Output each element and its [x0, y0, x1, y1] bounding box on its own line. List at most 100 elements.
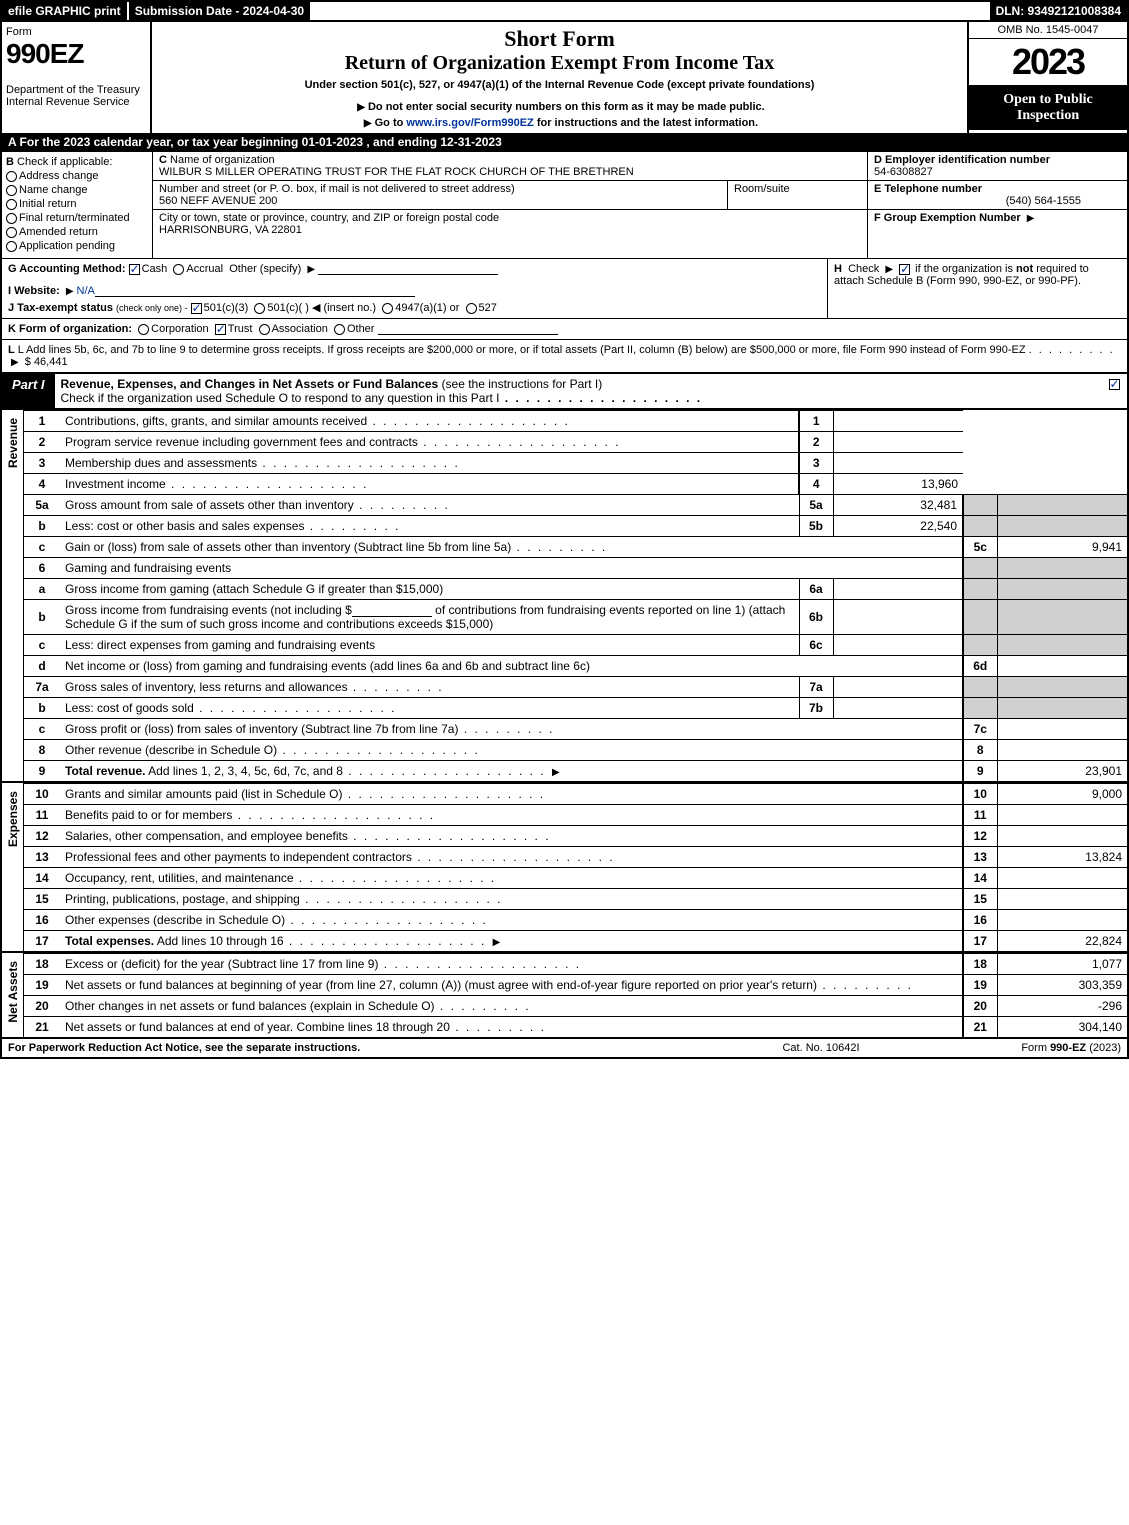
- irs-link[interactable]: www.irs.gov/Form990EZ: [406, 117, 533, 129]
- b-right: D Employer identification number 54-6308…: [867, 152, 1127, 258]
- part1-label: Part I: [2, 374, 55, 408]
- line-6a: aGross income from gaming (attach Schedu…: [24, 579, 1127, 600]
- d-ein-label: D Employer identification number: [874, 154, 1050, 166]
- footer-paperwork: For Paperwork Reduction Act Notice, see …: [8, 1042, 721, 1054]
- 501c3-label: 501(c)(3): [204, 302, 249, 314]
- line-18: 18Excess or (deficit) for the year (Subt…: [24, 954, 1127, 975]
- ein-cell: D Employer identification number 54-6308…: [868, 152, 1127, 181]
- org-name-value: WILBUR S MILLER OPERATING TRUST FOR THE …: [159, 166, 634, 178]
- row-l: L L Add lines 5b, 6c, and 7b to line 9 t…: [2, 339, 1127, 372]
- chk-accrual[interactable]: [173, 264, 184, 275]
- chk-501c3[interactable]: [191, 303, 202, 314]
- header-left: Form 990EZ Department of the Treasury In…: [2, 22, 152, 133]
- other-specify-input[interactable]: [318, 263, 498, 275]
- no-ssn-note: Do not enter social security numbers on …: [160, 101, 959, 113]
- chk-final-return[interactable]: Final return/terminated: [6, 212, 148, 224]
- goto-pre: Go to: [375, 117, 407, 129]
- under-section: Under section 501(c), 527, or 4947(a)(1)…: [160, 79, 959, 91]
- chk-4947[interactable]: [382, 303, 393, 314]
- row-h: H Check if the organization is not requi…: [827, 259, 1127, 318]
- row-g: G Accounting Method: Cash Accrual Other …: [2, 259, 827, 318]
- k-label: K Form of organization:: [8, 323, 132, 335]
- city-cell: City or town, state or province, country…: [153, 210, 867, 238]
- short-form-title: Short Form: [160, 26, 959, 52]
- efile-print-label[interactable]: efile GRAPHIC print: [2, 2, 127, 20]
- chk-527[interactable]: [466, 303, 477, 314]
- tax-year: 2023: [969, 39, 1127, 86]
- form-word: Form: [6, 26, 146, 38]
- cash-label: Cash: [142, 263, 168, 275]
- 4947-label: 4947(a)(1) or: [395, 302, 459, 314]
- h-text2: if the organization is: [915, 263, 1016, 275]
- line-14: 14Occupancy, rent, utilities, and mainte…: [24, 868, 1127, 889]
- form-number: 990EZ: [6, 38, 146, 70]
- phone-value: (540) 564-1555: [874, 195, 1121, 207]
- chk-amended-return[interactable]: Amended return: [6, 226, 148, 238]
- row-k: K Form of organization: Corporation Trus…: [2, 318, 1127, 339]
- line-20: 20Other changes in net assets or fund ba…: [24, 996, 1127, 1017]
- chk-schedule-b-not-required[interactable]: [899, 264, 910, 275]
- submission-date: Submission Date - 2024-04-30: [127, 2, 310, 20]
- accrual-label: Accrual: [186, 263, 223, 275]
- return-title: Return of Organization Exempt From Incom…: [160, 52, 959, 75]
- corp-label: Corporation: [151, 323, 208, 335]
- omb-number: OMB No. 1545-0047: [969, 22, 1127, 39]
- chk-name-change[interactable]: Name change: [6, 184, 148, 196]
- line-13: 13Professional fees and other payments t…: [24, 847, 1127, 868]
- netassets-table: 18Excess or (deficit) for the year (Subt…: [24, 953, 1127, 1037]
- e-phone-label: E Telephone number: [874, 183, 982, 195]
- line-6: 6Gaming and fundraising events: [24, 558, 1127, 579]
- part1-bar: Part I Revenue, Expenses, and Changes in…: [2, 372, 1127, 408]
- line-17: 17Total expenses. Add lines 10 through 1…: [24, 931, 1127, 952]
- line-16: 16Other expenses (describe in Schedule O…: [24, 910, 1127, 931]
- h-not: not: [1016, 263, 1033, 275]
- website-value[interactable]: N/A: [77, 285, 95, 297]
- line-7c: cGross profit or (loss) from sales of in…: [24, 719, 1127, 740]
- top-bar: efile GRAPHIC print Submission Date - 20…: [2, 2, 1127, 20]
- street-label: Number and street (or P. O. box, if mail…: [159, 183, 515, 195]
- line-21: 21Net assets or fund balances at end of …: [24, 1017, 1127, 1038]
- line-6c: cLess: direct expenses from gaming and f…: [24, 635, 1127, 656]
- header-center: Short Form Return of Organization Exempt…: [152, 22, 967, 133]
- section-b: B Check if applicable: Address change Na…: [2, 151, 1127, 258]
- dln-label: DLN: 93492121008384: [990, 2, 1127, 20]
- b-center: C Name of organization WILBUR S MILLER O…: [152, 152, 867, 258]
- line-4: 4Investment income413,960: [24, 474, 1127, 495]
- no-ssn-text: Do not enter social security numbers on …: [368, 101, 765, 113]
- line-6d: dNet income or (loss) from gaming and fu…: [24, 656, 1127, 677]
- chk-address-change[interactable]: Address change: [6, 170, 148, 182]
- g-label: G Accounting Method:: [8, 263, 126, 275]
- chk-501c[interactable]: [254, 303, 265, 314]
- chk-other-org[interactable]: [334, 324, 345, 335]
- ein-value: 54-6308827: [874, 166, 933, 178]
- phone-cell: E Telephone number (540) 564-1555: [868, 181, 1127, 210]
- footer-form: Form 990-EZ (2023): [921, 1042, 1121, 1054]
- revenue-vlabel: Revenue: [2, 410, 24, 781]
- line-12: 12Salaries, other compensation, and empl…: [24, 826, 1127, 847]
- chk-corp[interactable]: [138, 324, 149, 335]
- name-of-org-label: Name of organization: [170, 154, 275, 166]
- line-1: 1Contributions, gifts, grants, and simil…: [24, 411, 1127, 432]
- goto-line: Go to www.irs.gov/Form990EZ for instruct…: [160, 117, 959, 129]
- h-check-word: Check: [848, 263, 879, 275]
- revenue-table: 1Contributions, gifts, grants, and simil…: [24, 410, 1127, 781]
- street-value: 560 NEFF AVENUE 200: [159, 195, 277, 207]
- j-sub: (check only one) -: [116, 303, 188, 313]
- other-org-input[interactable]: [378, 323, 558, 335]
- chk-cash[interactable]: [129, 264, 140, 275]
- chk-application-pending[interactable]: Application pending: [6, 240, 148, 252]
- check-if-label: Check if applicable:: [17, 156, 112, 168]
- line-5b: bLess: cost or other basis and sales exp…: [24, 516, 1127, 537]
- chk-schedule-o-used[interactable]: [1109, 379, 1120, 390]
- chk-initial-return[interactable]: Initial return: [6, 198, 148, 210]
- 6b-amount-input[interactable]: [352, 605, 432, 617]
- footer-catno: Cat. No. 10642I: [721, 1042, 921, 1054]
- netassets-section: Net Assets 18Excess or (deficit) for the…: [2, 951, 1127, 1037]
- open-to-public: Open to Public Inspection: [969, 86, 1127, 130]
- chk-trust[interactable]: [215, 324, 226, 335]
- chk-assoc[interactable]: [259, 324, 270, 335]
- line-6b: bGross income from fundraising events (n…: [24, 600, 1127, 635]
- line-7b: bLess: cost of goods sold7b: [24, 698, 1127, 719]
- line-8: 8Other revenue (describe in Schedule O)8: [24, 740, 1127, 761]
- expenses-section: Expenses 10Grants and similar amounts pa…: [2, 781, 1127, 951]
